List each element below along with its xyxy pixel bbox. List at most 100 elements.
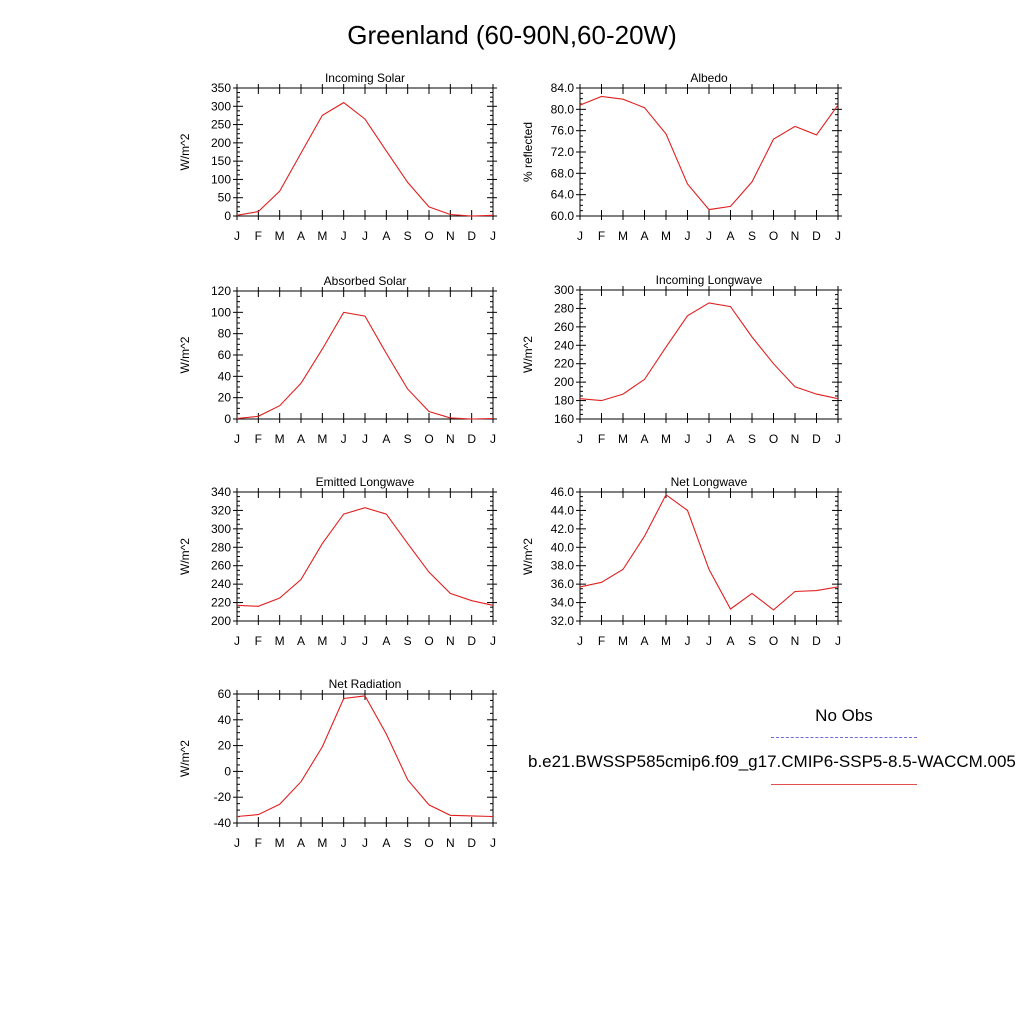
x-tick-label: D [467, 836, 476, 850]
x-tick-label: J [577, 432, 583, 446]
y-tick-label: 20 [218, 739, 232, 753]
x-tick-label: J [341, 836, 347, 850]
y-tick-label: 84.0 [551, 81, 575, 95]
x-tick-label: J [490, 229, 496, 243]
x-tick-label: N [791, 229, 800, 243]
x-tick-label: A [726, 432, 734, 446]
x-tick-label: D [467, 229, 476, 243]
y-tick-label: 20 [218, 391, 232, 405]
chart-title: Incoming Longwave [656, 273, 763, 287]
x-tick-label: M [661, 229, 671, 243]
y-tick-label: 34.0 [551, 596, 575, 610]
y-tick-label: 60 [218, 348, 232, 362]
x-tick-label: A [382, 634, 390, 648]
x-tick-label: O [769, 229, 778, 243]
y-axis-label: W/m^2 [178, 133, 192, 170]
y-axis-label: W/m^2 [521, 336, 535, 373]
y-tick-label: 64.0 [551, 188, 575, 202]
y-tick-label: 36.0 [551, 577, 575, 591]
x-tick-label: A [726, 634, 734, 648]
y-tick-label: -20 [214, 790, 232, 804]
x-tick-label: M [275, 432, 285, 446]
x-tick-label: J [234, 836, 240, 850]
x-tick-label: F [255, 229, 262, 243]
x-tick-label: D [812, 229, 821, 243]
x-tick-label: S [404, 836, 412, 850]
x-tick-label: D [467, 432, 476, 446]
x-tick-label: J [835, 432, 841, 446]
x-tick-label: O [424, 229, 433, 243]
x-tick-label: J [234, 229, 240, 243]
x-tick-label: M [618, 634, 628, 648]
y-tick-label: 40.0 [551, 540, 575, 554]
x-tick-label: A [640, 432, 648, 446]
y-tick-label: 80 [218, 327, 232, 341]
y-tick-label: 150 [211, 154, 231, 168]
chart-panel: Incoming Solar W/m^2 0 50 100 150 200 250 300 350… [178, 71, 497, 243]
y-tick-label: 260 [211, 559, 231, 573]
plot-frame [579, 491, 839, 622]
y-tick-label: 68.0 [551, 166, 575, 180]
x-tick-label: A [382, 432, 390, 446]
y-tick-label: 72.0 [551, 145, 575, 159]
x-tick-label: F [598, 432, 605, 446]
y-tick-label: 250 [211, 118, 231, 132]
x-tick-label: J [490, 634, 496, 648]
x-tick-label: N [446, 432, 455, 446]
series-line [579, 493, 839, 611]
x-tick-label: S [404, 634, 412, 648]
y-tick-label: 46.0 [551, 485, 575, 499]
x-tick-label: J [685, 229, 691, 243]
x-tick-label: J [341, 229, 347, 243]
x-tick-label: A [297, 229, 305, 243]
chart-title: Incoming Solar [325, 71, 405, 85]
x-tick-label: M [618, 432, 628, 446]
y-tick-label: 220 [554, 357, 574, 371]
x-tick-label: M [661, 634, 671, 648]
y-tick-label: 0 [224, 412, 231, 426]
y-tick-label: 340 [211, 485, 231, 499]
y-tick-label: 280 [211, 540, 231, 554]
x-tick-label: S [748, 229, 756, 243]
y-tick-label: 160 [554, 412, 574, 426]
x-tick-label: M [275, 836, 285, 850]
x-tick-label: M [317, 836, 327, 850]
x-tick-label: A [297, 634, 305, 648]
x-tick-label: N [791, 634, 800, 648]
chart-title: Net Radiation [329, 677, 402, 691]
x-tick-label: M [618, 229, 628, 243]
y-tick-label: 76.0 [551, 124, 575, 138]
x-tick-label: M [661, 432, 671, 446]
x-tick-label: F [255, 836, 262, 850]
x-tick-label: S [404, 229, 412, 243]
x-tick-label: J [362, 432, 368, 446]
x-tick-label: J [362, 836, 368, 850]
y-tick-label: 60 [218, 687, 232, 701]
x-tick-label: S [748, 634, 756, 648]
x-tick-label: J [706, 432, 712, 446]
x-tick-label: J [577, 229, 583, 243]
x-tick-label: A [640, 634, 648, 648]
y-tick-label: 44.0 [551, 503, 575, 517]
y-axis-label: % reflected [521, 122, 535, 182]
y-axis-label: W/m^2 [178, 538, 192, 575]
series-line [236, 311, 494, 420]
y-tick-label: 42.0 [551, 522, 575, 536]
x-tick-label: J [577, 634, 583, 648]
y-axis-label: W/m^2 [521, 538, 535, 575]
chart-title: Emitted Longwave [316, 475, 415, 489]
x-tick-label: J [362, 229, 368, 243]
x-tick-label: D [812, 634, 821, 648]
y-tick-label: -40 [214, 816, 232, 830]
x-tick-label: J [341, 634, 347, 648]
y-axis-label: W/m^2 [178, 740, 192, 777]
chart-title: Absorbed Solar [324, 274, 407, 288]
y-tick-label: 50 [218, 191, 232, 205]
x-tick-label: J [490, 836, 496, 850]
x-tick-label: A [297, 432, 305, 446]
y-tick-label: 32.0 [551, 614, 575, 628]
x-tick-label: D [467, 634, 476, 648]
plot-frame [236, 491, 494, 622]
